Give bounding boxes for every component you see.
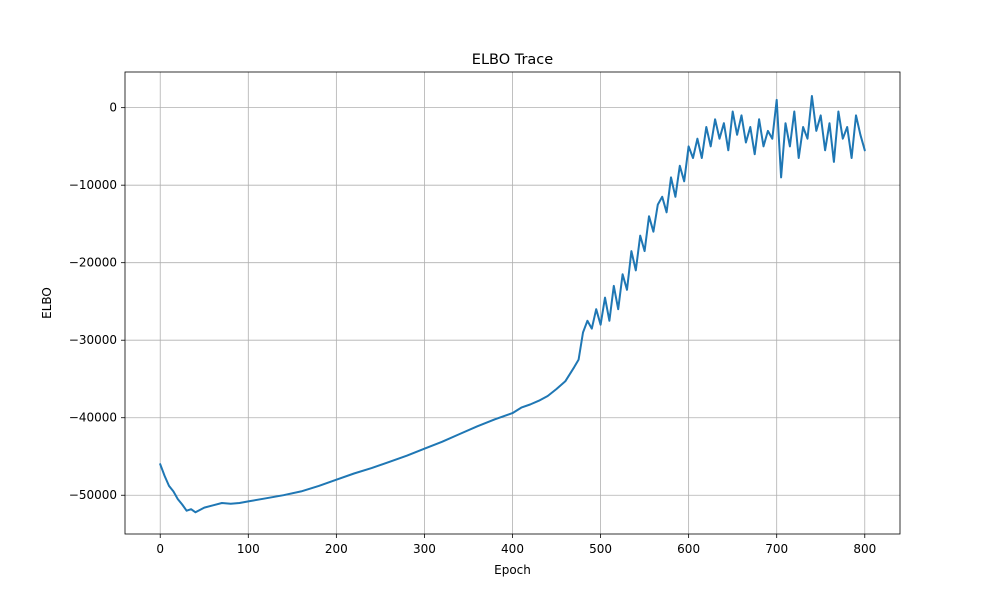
y-axis-ticks: −50000 −40000 −30000 −20000 −10000 0 (69, 101, 125, 502)
chart-title: ELBO Trace (472, 52, 554, 68)
x-tick-label: 100 (237, 542, 260, 556)
x-tick-label: 400 (501, 542, 524, 556)
x-tick-label: 200 (325, 542, 348, 556)
y-tick-label: 0 (109, 101, 117, 115)
x-tick-label: 800 (853, 542, 876, 556)
y-tick-label: −50000 (69, 488, 117, 502)
elbo-series-line (159, 95, 866, 514)
grid-lines (125, 72, 900, 534)
y-axis-label: ELBO (40, 287, 54, 319)
x-tick-label: 700 (765, 542, 788, 556)
x-tick-label: 600 (677, 542, 700, 556)
y-tick-label: −30000 (69, 333, 117, 347)
x-tick-label: 0 (156, 542, 164, 556)
y-tick-label: −40000 (69, 411, 117, 425)
x-tick-label: 300 (413, 542, 436, 556)
x-tick-label: 500 (589, 542, 612, 556)
x-axis-label: Epoch (494, 563, 531, 577)
y-tick-label: −20000 (69, 256, 117, 270)
x-axis-ticks: 0 100 200 300 400 500 600 700 800 (156, 534, 876, 556)
y-tick-label: −10000 (69, 178, 117, 192)
series-layer (159, 95, 866, 514)
